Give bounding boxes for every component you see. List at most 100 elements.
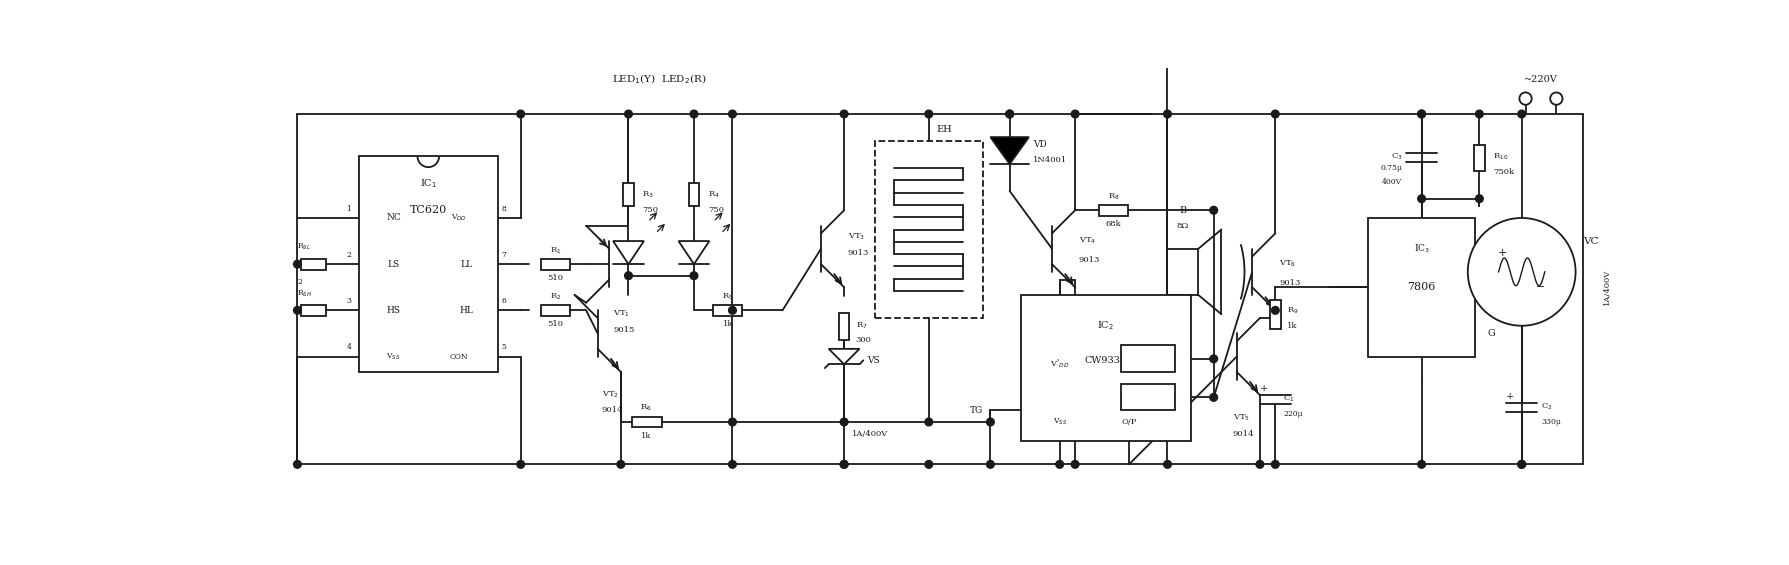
Bar xyxy=(714,305,742,316)
Text: VS: VS xyxy=(868,356,880,365)
Circle shape xyxy=(1056,460,1063,468)
Text: 1N4001: 1N4001 xyxy=(1032,156,1066,164)
Text: CON: CON xyxy=(449,353,469,360)
Circle shape xyxy=(986,418,995,426)
Text: 9013: 9013 xyxy=(848,249,869,257)
Polygon shape xyxy=(828,349,859,364)
Circle shape xyxy=(1476,110,1483,118)
Polygon shape xyxy=(678,241,710,264)
Text: 9014: 9014 xyxy=(601,406,623,415)
Text: IC$_3$: IC$_3$ xyxy=(1413,242,1429,255)
Circle shape xyxy=(841,460,848,468)
Text: R$_{SH}$: R$_{SH}$ xyxy=(297,288,313,299)
Circle shape xyxy=(293,260,301,268)
Circle shape xyxy=(1209,355,1218,363)
Text: VT$_6$: VT$_6$ xyxy=(1279,259,1297,270)
Text: 9013: 9013 xyxy=(1279,280,1301,288)
Text: 8: 8 xyxy=(501,205,506,212)
Circle shape xyxy=(925,418,932,426)
Text: R$_7$: R$_7$ xyxy=(855,320,868,331)
Circle shape xyxy=(1417,195,1426,202)
Text: HL: HL xyxy=(460,306,474,315)
Circle shape xyxy=(1417,110,1426,118)
Text: R$_{10}$: R$_{10}$ xyxy=(1494,151,1508,162)
Text: 5: 5 xyxy=(501,344,506,351)
Text: −: − xyxy=(1537,282,1546,292)
Circle shape xyxy=(1256,460,1263,468)
Bar xyxy=(301,305,326,316)
Circle shape xyxy=(1209,393,1218,401)
Text: 4: 4 xyxy=(347,344,351,351)
Circle shape xyxy=(517,460,524,468)
Bar xyxy=(1122,345,1175,372)
Text: V$_{SS}$: V$_{SS}$ xyxy=(386,351,401,362)
Circle shape xyxy=(1005,110,1014,118)
Text: 0.75μ: 0.75μ xyxy=(1381,164,1403,172)
Text: R$_3$: R$_3$ xyxy=(642,190,655,200)
Text: R$_{SL}$: R$_{SL}$ xyxy=(297,242,311,253)
Text: 3: 3 xyxy=(347,297,351,305)
Text: 1A/400V: 1A/400V xyxy=(852,429,887,437)
Text: 750k: 750k xyxy=(1494,168,1513,176)
Text: 510: 510 xyxy=(547,274,564,282)
Text: C$_3$: C$_3$ xyxy=(1390,151,1403,162)
Text: V$'_{DD}$: V$'_{DD}$ xyxy=(1050,358,1070,371)
Text: 7: 7 xyxy=(501,251,506,259)
Text: 68k: 68k xyxy=(1106,220,1122,228)
Circle shape xyxy=(925,110,932,118)
Text: 750: 750 xyxy=(642,206,658,214)
Text: +: + xyxy=(1497,247,1506,258)
Text: TG: TG xyxy=(970,406,982,415)
Circle shape xyxy=(1272,306,1279,314)
Bar xyxy=(1270,299,1281,329)
Polygon shape xyxy=(991,137,1029,164)
Bar xyxy=(632,416,662,427)
Circle shape xyxy=(293,306,301,314)
Text: VD: VD xyxy=(1032,140,1047,149)
Circle shape xyxy=(1072,460,1079,468)
Text: LED$_1$(Y)  LED$_2$(R): LED$_1$(Y) LED$_2$(R) xyxy=(612,72,707,86)
Bar xyxy=(1122,384,1175,410)
Text: R$_5$: R$_5$ xyxy=(723,291,733,302)
Bar xyxy=(1098,205,1129,216)
Text: 9014: 9014 xyxy=(1233,429,1254,437)
Circle shape xyxy=(728,418,737,426)
Text: OSC$_2$: OSC$_2$ xyxy=(1138,392,1159,403)
Circle shape xyxy=(728,110,737,118)
Text: VT$_5$: VT$_5$ xyxy=(1233,413,1251,423)
Text: R$_1$: R$_1$ xyxy=(549,245,562,255)
Text: 1A/400V: 1A/400V xyxy=(1603,269,1610,305)
Text: TC620: TC620 xyxy=(410,205,447,215)
Text: O/P: O/P xyxy=(1122,418,1136,426)
Bar xyxy=(301,259,326,270)
Circle shape xyxy=(841,460,848,468)
Text: 9013: 9013 xyxy=(1079,257,1100,264)
Bar xyxy=(360,157,497,372)
Bar xyxy=(540,259,571,270)
Text: 300: 300 xyxy=(855,336,871,344)
Text: R$_9$: R$_9$ xyxy=(1286,305,1299,316)
Bar xyxy=(1474,145,1485,171)
Bar xyxy=(1022,295,1191,441)
Circle shape xyxy=(1551,93,1562,105)
Circle shape xyxy=(925,460,932,468)
Text: VT$_2$: VT$_2$ xyxy=(601,390,619,400)
Text: 750: 750 xyxy=(708,206,725,214)
Circle shape xyxy=(1163,460,1172,468)
Text: +: + xyxy=(1259,384,1268,393)
Text: 1k: 1k xyxy=(1286,321,1297,330)
Circle shape xyxy=(1272,460,1279,468)
Text: 1: 1 xyxy=(347,205,351,212)
Circle shape xyxy=(1417,110,1426,118)
Text: IC$_1$: IC$_1$ xyxy=(420,177,437,190)
Text: C$_1$: C$_1$ xyxy=(1283,394,1295,404)
Circle shape xyxy=(728,306,737,314)
Bar xyxy=(623,183,633,206)
Text: ~220V: ~220V xyxy=(1524,75,1558,84)
Text: VT$_3$: VT$_3$ xyxy=(848,232,866,242)
Text: 510: 510 xyxy=(547,320,564,328)
Text: HS: HS xyxy=(386,306,401,315)
Circle shape xyxy=(1519,93,1531,105)
Text: R$_8$: R$_8$ xyxy=(1107,191,1120,202)
Circle shape xyxy=(1005,110,1014,118)
